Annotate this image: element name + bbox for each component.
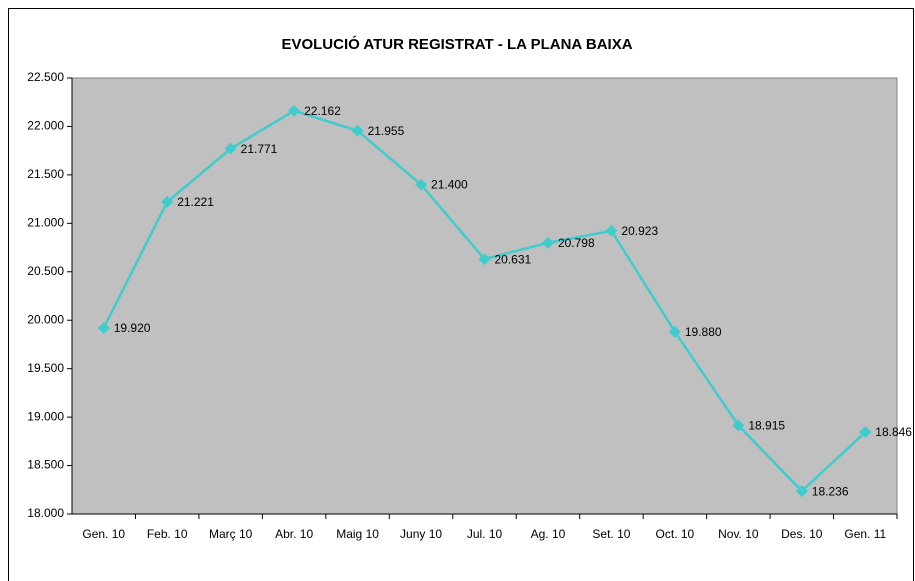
chart-title: EVOLUCIÓ ATUR REGISTRAT - LA PLANA BAIXA	[281, 35, 632, 53]
y-tick-label: 22.500	[27, 70, 64, 84]
data-label: 21.221	[177, 195, 214, 209]
marker	[795, 485, 808, 498]
x-tick-label: Nov. 10	[718, 527, 759, 541]
data-label: 20.923	[621, 224, 658, 238]
x-tick-label: Març 10	[209, 527, 253, 541]
y-tick-label: 19.000	[27, 409, 64, 423]
data-label: 22.162	[304, 104, 341, 118]
y-tick-label: 21.000	[27, 216, 64, 230]
x-tick-label: Des. 10	[781, 527, 823, 541]
marker	[288, 104, 301, 117]
data-label: 19.920	[114, 321, 151, 335]
marker	[732, 419, 745, 432]
y-tick-label: 22.000	[27, 119, 64, 133]
marker	[859, 426, 872, 439]
x-tick-label: Gen. 10	[82, 527, 125, 541]
data-label: 21.955	[368, 124, 405, 138]
x-tick-label: Maig 10	[336, 527, 379, 541]
y-tick-label: 18.000	[27, 506, 64, 520]
data-label: 21.771	[241, 142, 278, 156]
data-label: 20.631	[495, 252, 532, 266]
x-tick-label: Abr. 10	[275, 527, 313, 541]
plot-area	[71, 77, 898, 515]
data-label: 19.880	[685, 325, 722, 339]
x-tick-label: Jul. 10	[467, 527, 503, 541]
marker	[478, 253, 491, 266]
data-label: 18.846	[875, 425, 912, 439]
y-tick-label: 19.500	[27, 361, 64, 375]
y-tick-label: 21.500	[27, 167, 64, 181]
x-tick-label: Ag. 10	[531, 527, 566, 541]
data-label: 20.798	[558, 236, 595, 250]
data-label: 21.400	[431, 178, 468, 192]
data-label: 18.915	[748, 419, 785, 433]
y-tick-label: 20.000	[27, 312, 64, 326]
marker	[541, 236, 554, 249]
y-tick-label: 20.500	[27, 264, 64, 278]
x-tick-label: Juny 10	[400, 527, 442, 541]
x-tick-label: Set. 10	[592, 527, 630, 541]
data-label: 18.236	[812, 484, 849, 498]
x-tick-label: Feb. 10	[147, 527, 188, 541]
x-tick-label: Gen. 11	[844, 527, 886, 541]
marker	[668, 325, 681, 338]
x-tick-label: Oct. 10	[656, 527, 695, 541]
marker	[97, 321, 110, 334]
y-tick-label: 18.500	[27, 458, 64, 472]
marker	[161, 195, 174, 208]
marker	[351, 124, 364, 137]
marker	[605, 224, 618, 237]
marker	[224, 142, 237, 155]
marker	[415, 178, 428, 191]
